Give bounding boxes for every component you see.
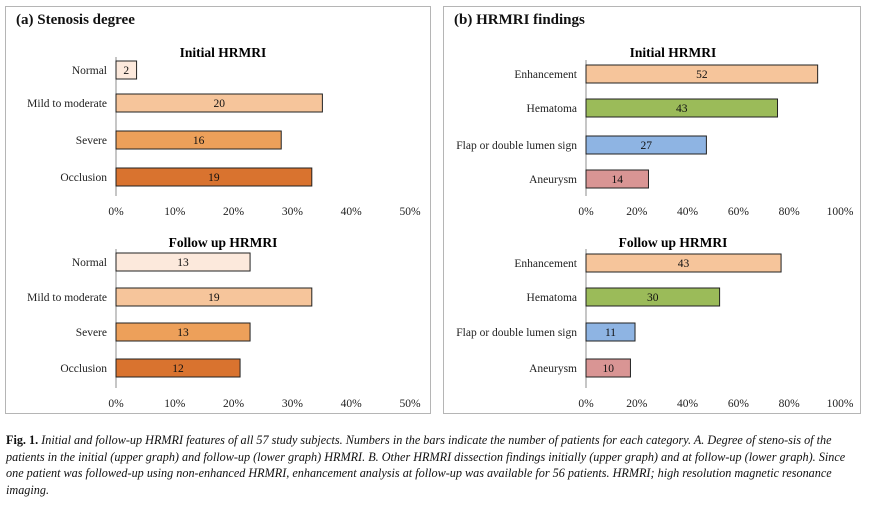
bar-value-label: 43 [676, 103, 688, 115]
bar [115, 358, 241, 378]
bar-value-label: 12 [172, 363, 184, 375]
category-label: Flap or double lumen sign [456, 327, 577, 339]
x-tick-label: 0% [578, 206, 594, 218]
category-label: Aneurysm [529, 174, 577, 186]
x-tick-label: 10% [164, 206, 186, 218]
x-tick-label: 60% [728, 398, 750, 410]
bar-value-label: 19 [208, 172, 220, 184]
panel-a-title: (a) Stenosis degree [16, 12, 135, 28]
bar-value-label: 30 [647, 292, 659, 304]
x-tick-label: 60% [728, 206, 750, 218]
category-label: Occlusion [60, 363, 107, 375]
panel-hrmri-findings: (b) HRMRI findings Initial HRMRI 0% 20% 40%… [443, 6, 861, 414]
x-tick-label: 40% [341, 206, 363, 218]
chart-b-follow: Follow up HRMRI 0% 20% 40% 60% 80% 100% 43 Enhan… [456, 235, 854, 410]
x-tick-label: 30% [282, 206, 304, 218]
bar [115, 287, 313, 307]
chart-title: Follow up HRMRI [169, 235, 278, 250]
chart-a-follow: Follow up HRMRI 0% 10% 20% 30% 40% 50% 13 Normal… [27, 235, 421, 410]
x-tick-label: 50% [399, 398, 421, 410]
x-tick-label: 0% [108, 206, 124, 218]
bar [585, 135, 707, 155]
category-label: Hematoma [527, 103, 577, 115]
bar-value-label: 11 [605, 327, 616, 339]
x-tick-label: 0% [578, 398, 594, 410]
x-tick-label: 40% [677, 206, 699, 218]
category-label: Normal [72, 65, 107, 77]
x-tick-label: 0% [108, 398, 124, 410]
category-label: Occlusion [60, 172, 107, 184]
x-tick-label: 50% [399, 206, 421, 218]
category-label: Flap or double lumen sign [456, 140, 577, 152]
bar [585, 98, 779, 118]
category-label: Mild to moderate [27, 98, 107, 110]
panel-b-title: (b) HRMRI findings [454, 12, 585, 28]
bar [115, 167, 313, 187]
x-tick-label: 20% [223, 206, 245, 218]
x-tick-label: 20% [223, 398, 245, 410]
bar-value-label: 19 [208, 292, 220, 304]
bar [585, 358, 631, 378]
x-tick-label: 20% [626, 398, 648, 410]
category-label: Normal [72, 257, 107, 269]
x-tick-label: 100% [827, 398, 854, 410]
bar [115, 322, 251, 342]
bar [585, 287, 721, 307]
chart-title: Follow up HRMRI [619, 235, 728, 250]
caption-text: Initial and follow-up HRMRI features of … [6, 433, 846, 497]
panel-stenosis-degree: (a) Stenosis degree Initial HRMRI 0% 10% 20… [5, 6, 431, 414]
bar-value-label: 2 [123, 65, 129, 77]
x-tick-label: 10% [164, 398, 186, 410]
category-label: Enhancement [514, 258, 577, 270]
chart-title: Initial HRMRI [630, 45, 717, 60]
category-label: Aneurysm [529, 363, 577, 375]
x-tick-label: 40% [341, 398, 363, 410]
bar-value-label: 10 [602, 363, 614, 375]
x-tick-label: 100% [827, 206, 854, 218]
bar-value-label: 13 [177, 257, 189, 269]
bar-value-label: 43 [678, 258, 690, 270]
bar [115, 252, 251, 272]
bar [585, 322, 636, 342]
bar-value-label: 14 [611, 174, 623, 186]
x-tick-label: 80% [779, 206, 801, 218]
category-label: Severe [76, 327, 107, 339]
bar [115, 60, 138, 80]
chart-a-initial: Initial HRMRI 0% 10% 20% 30% 40% 50% 2 Normal 20 M… [27, 45, 421, 218]
chart-title: Initial HRMRI [180, 45, 267, 60]
category-label: Severe [76, 135, 107, 147]
bar [585, 169, 649, 189]
x-tick-label: 20% [626, 206, 648, 218]
x-tick-label: 80% [779, 398, 801, 410]
category-label: Enhancement [514, 69, 577, 81]
x-tick-label: 40% [677, 398, 699, 410]
category-label: Hematoma [527, 292, 577, 304]
bar-value-label: 16 [193, 135, 205, 147]
chart-b-initial: Initial HRMRI 0% 20% 40% 60% 80% 100% 52 Enhance… [456, 45, 854, 218]
bar [115, 130, 282, 150]
x-tick-label: 30% [282, 398, 304, 410]
bar [115, 93, 323, 113]
bar [585, 253, 782, 273]
figure-caption: Fig. 1. Initial and follow-up HRMRI feat… [6, 432, 864, 498]
caption-lead: Fig. 1. [6, 433, 39, 447]
category-label: Mild to moderate [27, 292, 107, 304]
bar-value-label: 27 [640, 140, 652, 152]
bar-value-label: 13 [177, 327, 189, 339]
stenosis-charts-svg: Initial HRMRI 0% 10% 20% 30% 40% 50% 2 Normal 20 M… [27, 45, 421, 410]
bar [585, 64, 819, 84]
bar-value-label: 20 [213, 98, 225, 110]
bar-value-label: 52 [696, 69, 708, 81]
